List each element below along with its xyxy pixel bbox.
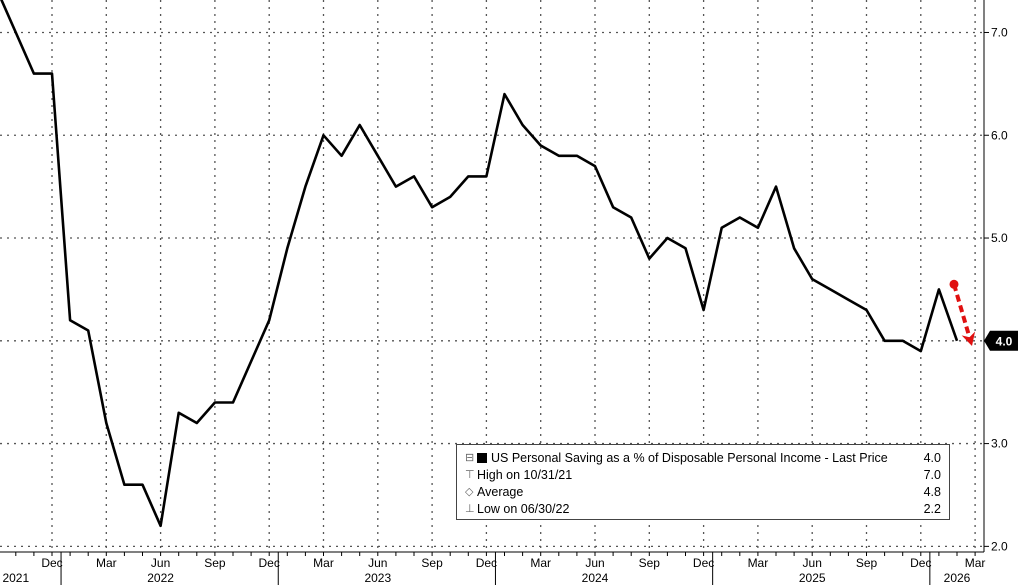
annotation-arrow-shaft xyxy=(952,283,972,338)
x-tick-label: Jun xyxy=(368,556,387,570)
legend-row-low: ⊥ Low on 06/30/22 2.2 xyxy=(457,501,941,517)
last-value-tag xyxy=(984,330,1018,351)
legend-low-value: 2.2 xyxy=(923,502,941,516)
year-label: 2024 xyxy=(582,571,609,585)
x-tick-label: Mar xyxy=(530,556,551,570)
year-label: 2022 xyxy=(147,571,174,585)
x-tick-label: Mar xyxy=(313,556,334,570)
x-tick-label: Dec xyxy=(41,556,62,570)
x-tick-label: Dec xyxy=(910,556,931,570)
legend-high-value: 7.0 xyxy=(923,468,941,482)
x-tick-label: Sep xyxy=(204,556,226,570)
legend-title-row: ⊟ US Personal Saving as a % of Disposabl… xyxy=(457,450,941,466)
x-tick-label: Jun xyxy=(803,556,822,570)
x-tick-label: Dec xyxy=(476,556,497,570)
x-tick-label: Sep xyxy=(421,556,443,570)
x-tick-label: Sep xyxy=(639,556,661,570)
low-marker-icon: ⊥ xyxy=(465,503,475,515)
y-tick-label: 7.0 xyxy=(991,25,1008,39)
year-label: 2023 xyxy=(364,571,391,585)
legend-title: US Personal Saving as a % of Disposable … xyxy=(491,451,888,465)
y-tick-label: 3.0 xyxy=(991,437,1008,451)
x-tick-label: Jun xyxy=(151,556,170,570)
x-tick-label: Sep xyxy=(856,556,878,570)
legend-high-label: High on 10/31/21 xyxy=(477,468,573,482)
year-label: 2026 xyxy=(944,571,971,585)
average-marker-icon: ◇ xyxy=(465,486,474,498)
y-tick-label: 2.0 xyxy=(991,539,1008,553)
x-tick-label: Jun xyxy=(585,556,604,570)
annotation-layer xyxy=(949,279,976,346)
legend-average-label: Average xyxy=(477,485,524,499)
year-label: 2021 xyxy=(2,571,29,585)
legend-box: ⊟ US Personal Saving as a % of Disposabl… xyxy=(456,444,950,520)
series-line xyxy=(0,0,959,528)
x-tick-label: Dec xyxy=(693,556,714,570)
x-tick-label: Mar xyxy=(965,556,986,570)
legend-row-high: ⊤ High on 10/31/21 7.0 xyxy=(457,467,941,483)
annotation-arrow-head xyxy=(961,331,976,346)
x-tick-label: Dec xyxy=(259,556,280,570)
x-tick-label: Mar xyxy=(96,556,117,570)
legend-title-value: 4.0 xyxy=(923,451,941,465)
grid-lines xyxy=(0,0,984,552)
collapse-icon[interactable]: ⊟ xyxy=(465,452,475,464)
year-label: 2025 xyxy=(799,571,826,585)
y-tick-label: 5.0 xyxy=(991,231,1008,245)
legend-low-label: Low on 06/30/22 xyxy=(477,502,570,516)
x-tick-label: Mar xyxy=(748,556,769,570)
high-marker-icon: ⊤ xyxy=(465,469,475,481)
y-tick-label: 6.0 xyxy=(991,128,1008,142)
last-value-label: 4.0 xyxy=(996,334,1013,348)
legend-row-average: ◇ Average 4.8 xyxy=(457,484,941,500)
legend-average-value: 4.8 xyxy=(923,485,941,499)
series-layer xyxy=(0,0,959,528)
series-swatch xyxy=(477,453,487,463)
